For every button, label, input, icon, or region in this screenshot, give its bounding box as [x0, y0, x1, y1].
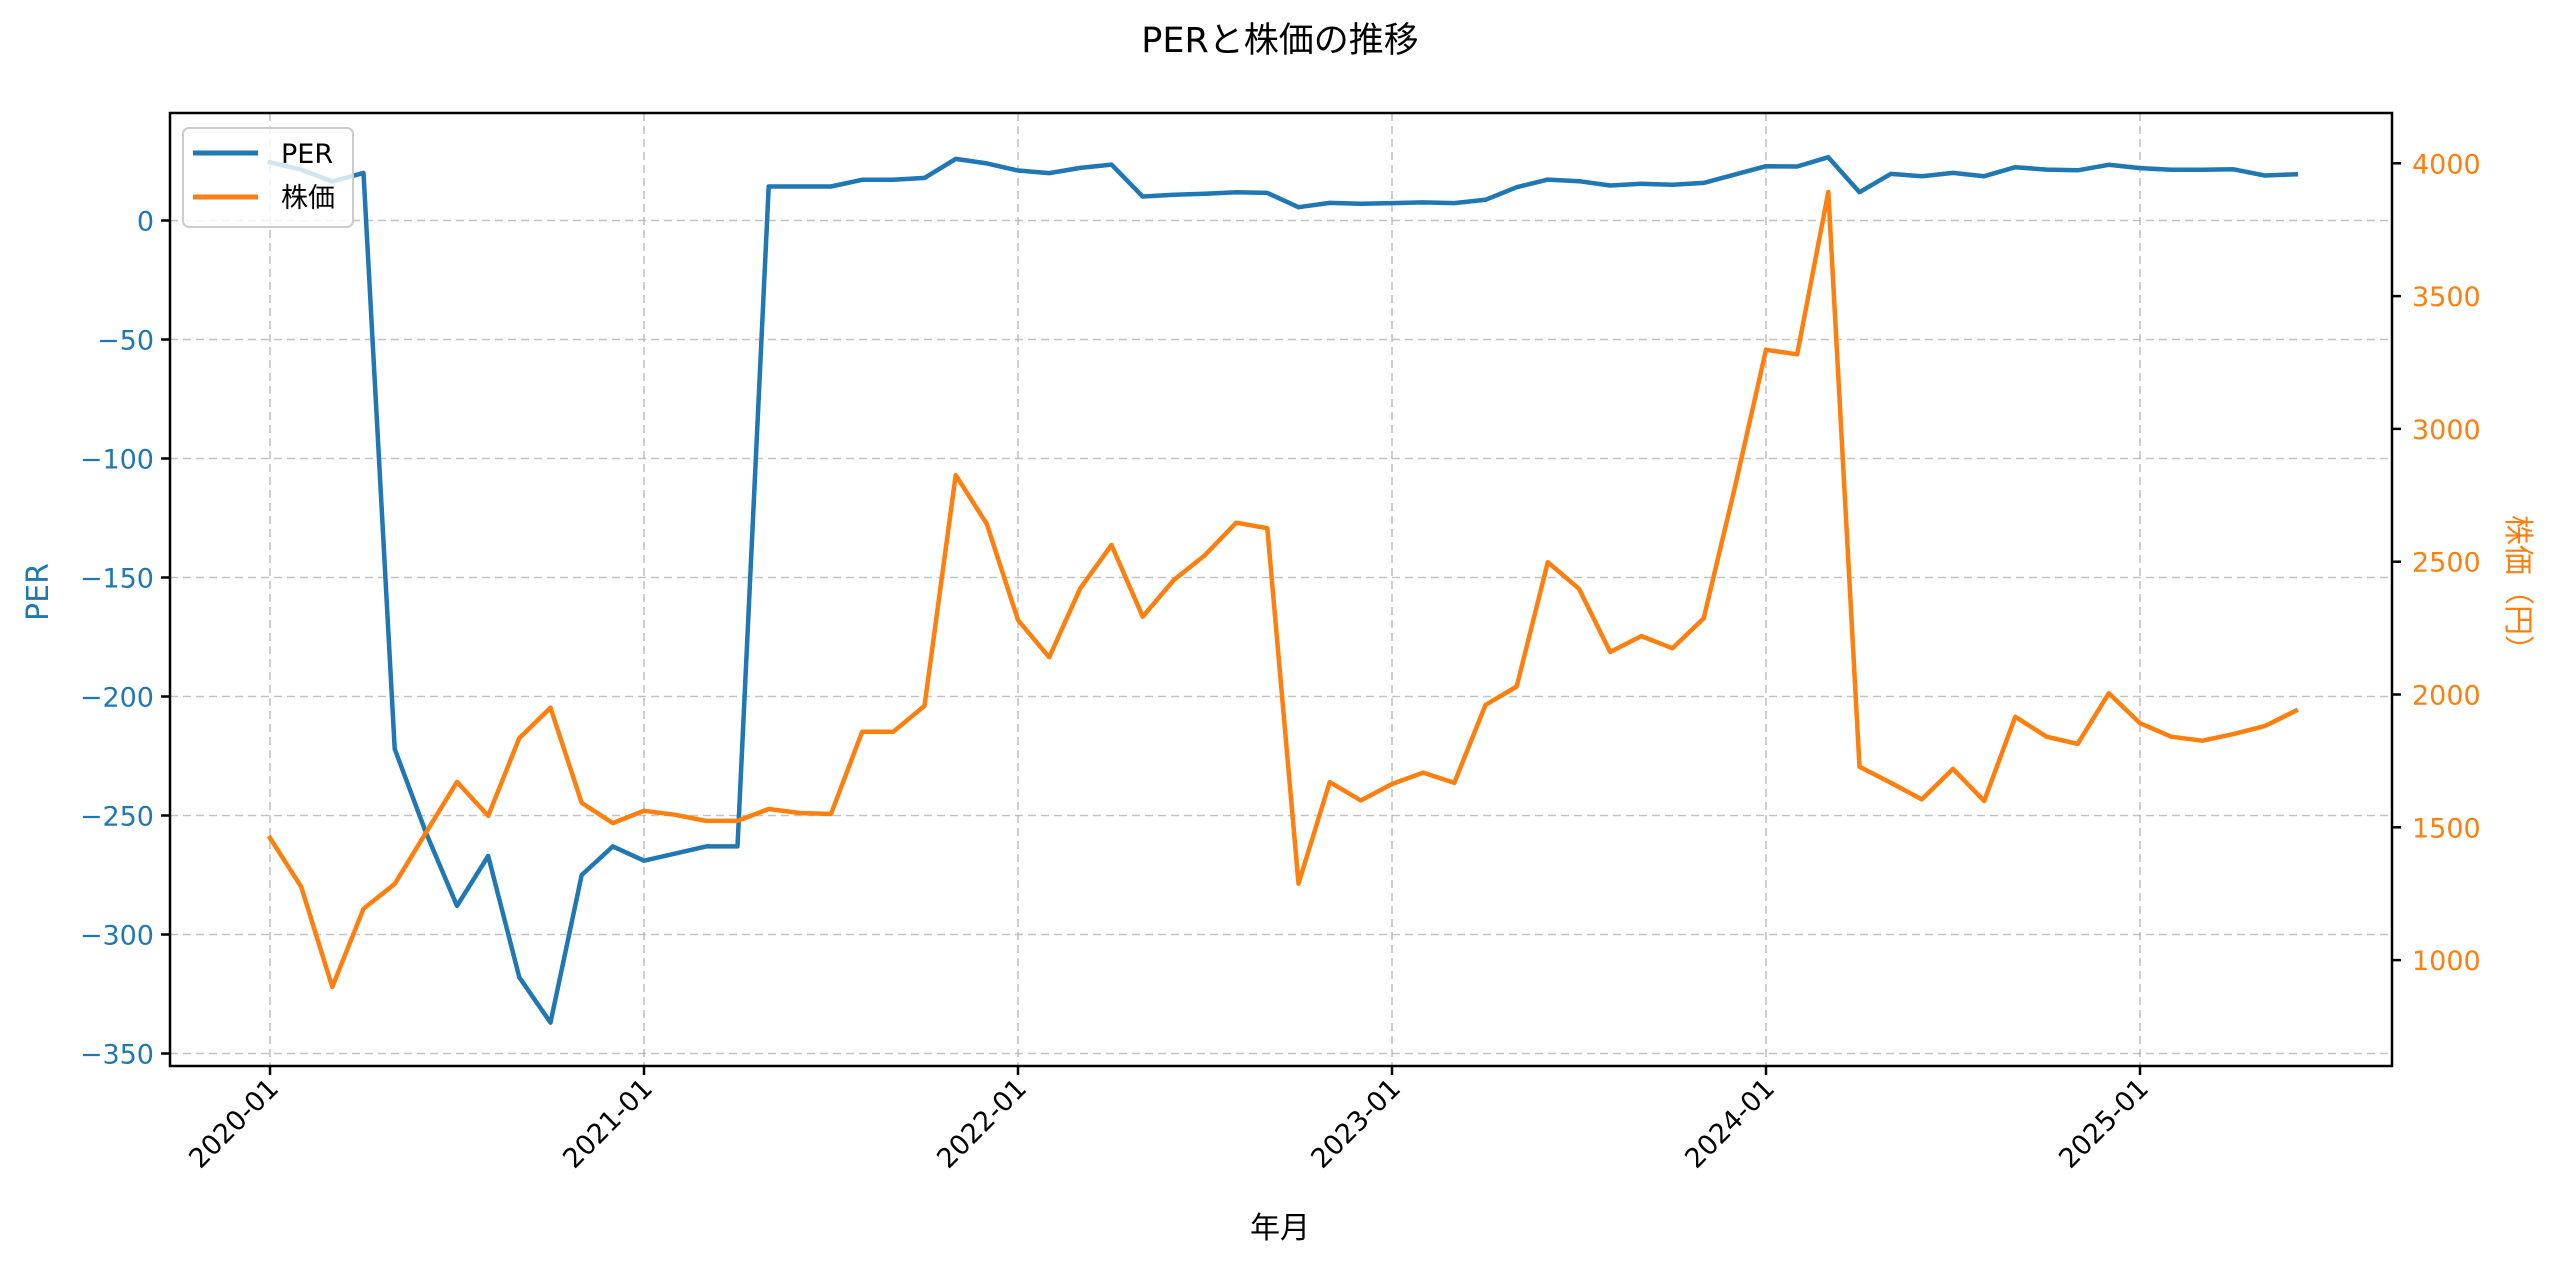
left-tick-label: −300: [80, 921, 154, 952]
x-tick-label: 2025-01: [2053, 1073, 2155, 1175]
left-tick-label: −350: [80, 1040, 154, 1071]
price-line: [266, 189, 2299, 990]
left-tick-label: −200: [80, 683, 154, 714]
legend-price-label: 株価: [281, 183, 335, 214]
right-tick-label: 1000: [2412, 946, 2481, 977]
right-axis-label: 株価（円）: [2500, 515, 2535, 665]
x-tick-label: 2022-01: [931, 1073, 1033, 1175]
left-tick-label: −150: [80, 564, 154, 595]
left-tick-label: −100: [80, 445, 154, 476]
chart-title: PERと株価の推移: [1141, 21, 1419, 61]
x-tick-label: 2021-01: [557, 1073, 659, 1175]
left-axis-label: PER: [21, 563, 56, 621]
left-tick-label: −250: [80, 802, 154, 833]
left-y-axis: 0 −50 −100 −150 −200 −250 −300 −350: [80, 207, 170, 1071]
x-axis-label: 年月: [1250, 1211, 1310, 1246]
per-line: [267, 154, 2299, 1025]
x-tick-label: 2024-01: [1679, 1073, 1781, 1175]
right-tick-label: 3000: [2412, 415, 2481, 446]
plot-frame: [168, 111, 2394, 1068]
legend: PER 株価: [182, 127, 354, 228]
plot-lines: [266, 154, 2299, 1025]
right-y-axis: 1000 1500 2000 2500 3000 3500 4000: [2392, 149, 2481, 977]
legend-per-label: PER: [281, 139, 333, 170]
right-tick-label: 2500: [2412, 548, 2481, 579]
right-tick-label: 4000: [2412, 149, 2481, 180]
right-tick-label: 3500: [2412, 282, 2481, 313]
right-tick-label: 1500: [2412, 813, 2481, 844]
x-tick-label: 2023-01: [1305, 1073, 1407, 1175]
left-tick-label: −50: [97, 326, 154, 357]
right-tick-label: 2000: [2412, 681, 2481, 712]
x-axis: 2020-01 2021-01 2022-01 2023-01 2024-01 2025-…: [183, 1066, 2155, 1175]
x-tick-label: 2020-01: [183, 1073, 285, 1175]
left-tick-label: 0: [137, 207, 154, 238]
